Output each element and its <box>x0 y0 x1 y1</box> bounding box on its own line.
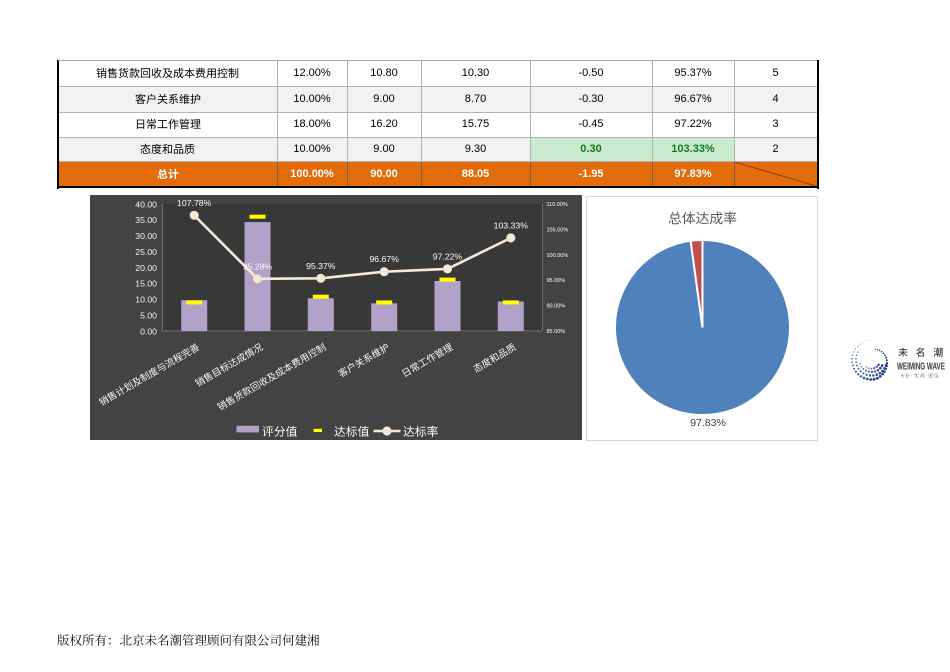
svg-text:96.67%: 96.67% <box>369 254 399 264</box>
svg-text:90.00%: 90.00% <box>547 304 566 310</box>
svg-text:97.22%: 97.22% <box>433 251 463 261</box>
svg-text:0.00: 0.00 <box>140 326 157 336</box>
svg-text:35.00: 35.00 <box>135 215 157 225</box>
svg-text:95.37%: 95.37% <box>306 261 336 271</box>
svg-text:30.00: 30.00 <box>135 231 157 241</box>
svg-text:103.33%: 103.33% <box>494 220 529 230</box>
svg-text:25.00: 25.00 <box>135 247 157 257</box>
svg-text:WEIMING WAVE: WEIMING WAVE <box>897 360 945 372</box>
svg-text:107.78%: 107.78% <box>177 198 212 208</box>
svg-text:5.00: 5.00 <box>140 310 157 320</box>
svg-text:95.00%: 95.00% <box>547 278 566 284</box>
svg-text:100.00%: 100.00% <box>547 253 569 259</box>
svg-text:105.00%: 105.00% <box>547 227 569 233</box>
svg-text:15.00: 15.00 <box>135 279 157 289</box>
svg-text:95.28%: 95.28% <box>243 261 273 271</box>
svg-text:85.00%: 85.00% <box>547 329 566 335</box>
svg-text:20.00: 20.00 <box>135 263 157 273</box>
svg-text:97.83%: 97.83% <box>690 417 726 429</box>
svg-text:40.00: 40.00 <box>135 199 157 209</box>
svg-text:110.00%: 110.00% <box>547 202 568 208</box>
svg-text:10.00: 10.00 <box>135 295 157 305</box>
